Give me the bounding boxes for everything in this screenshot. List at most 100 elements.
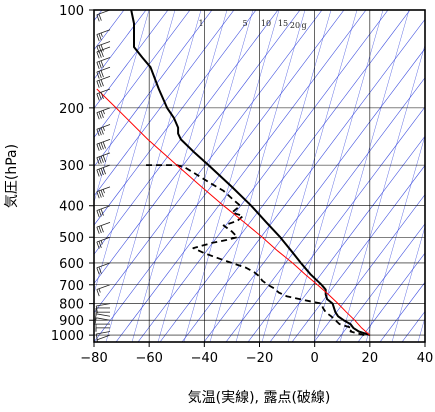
x-tick-label: 40: [417, 351, 434, 366]
background-line: [94, 10, 279, 255]
wind-barb-flag: [100, 79, 104, 87]
wind-barb-flag: [96, 144, 100, 151]
wind-barb-flag: [98, 45, 102, 53]
wind-barb-flag: [98, 80, 102, 88]
background-line: [225, 77, 425, 342]
y-tick-label: 600: [59, 257, 84, 272]
wind-barb-flag: [100, 127, 104, 135]
y-tick-label: 500: [59, 231, 84, 246]
background-line: [94, 10, 176, 294]
y-tick-label: 1000: [51, 329, 84, 344]
x-tick-label: −80: [80, 351, 107, 366]
wind-barb: [95, 303, 111, 313]
mixing-ratio-labels: 1 5 10 15 20 g: [198, 19, 306, 30]
wind-barb-flag: [96, 267, 100, 275]
wind-barb-flag: [98, 226, 102, 234]
wind-barb-flag: [95, 333, 98, 341]
wind-barb: [96, 75, 111, 88]
wind-barb-shaft: [96, 331, 111, 335]
background-line: [137, 10, 389, 342]
background-line: [131, 10, 228, 342]
wind-barb-shaft: [96, 317, 111, 321]
mixing-ratio-label: 1: [198, 19, 203, 28]
wind-barb: [96, 124, 111, 137]
background-line: [235, 10, 332, 342]
background-line: [261, 10, 358, 342]
y-tick-label: 200: [59, 102, 84, 117]
y-tick-label: 300: [59, 159, 84, 174]
wind-barb: [96, 88, 111, 101]
background-line: [115, 10, 367, 342]
wind-barb: [96, 29, 111, 42]
wind-barb: [96, 186, 111, 199]
wind-barb-flag: [98, 13, 102, 21]
temperature-line: [130, 10, 371, 337]
wind-barb-flag: [96, 51, 100, 59]
wind-barb: [96, 205, 111, 218]
x-tick-label: 20: [362, 351, 379, 366]
wind-barb-flag: [102, 110, 105, 115]
wind-barb-flag: [96, 191, 100, 199]
wind-barb-flag: [98, 92, 102, 100]
x-tick-label: −60: [135, 351, 162, 366]
wind-barb: [94, 317, 111, 325]
background-line: [313, 10, 410, 342]
wind-barb-flag: [100, 155, 104, 163]
background-line: [94, 10, 235, 197]
wind-barb-flag: [96, 14, 100, 22]
wind-barb-flag: [102, 126, 105, 131]
wind-barb-flag: [96, 112, 100, 120]
wind-barb-flag: [100, 44, 104, 52]
background-line: [203, 48, 425, 342]
mixing-ratio-label: 10: [261, 19, 271, 28]
wind-barb-flag: [102, 189, 105, 194]
background-line: [269, 135, 425, 342]
wind-barb-flag: [96, 71, 100, 79]
sounding-series: [96, 10, 371, 337]
y-tick-label: 400: [59, 200, 84, 215]
wind-barb-flag: [96, 241, 100, 249]
mixing-ratio-label: 15: [278, 19, 288, 28]
wind-barb-flag: [102, 167, 106, 175]
background-line: [157, 10, 254, 342]
wind-barb-flag: [100, 225, 104, 233]
wind-barb-flag: [98, 33, 102, 41]
wind-barb-flag: [98, 241, 102, 248]
wind-barb-flag: [96, 46, 100, 54]
x-tick-label: −20: [246, 351, 273, 366]
wind-barb-flag: [96, 93, 100, 101]
wind-barb-flag: [98, 169, 102, 176]
background-line: [357, 252, 425, 342]
background-line: [94, 10, 301, 285]
wind-barb: [96, 334, 111, 342]
y-tick-label: 900: [59, 314, 84, 329]
wind-barb: [96, 221, 111, 234]
wind-barb: [96, 138, 111, 151]
wind-barb: [96, 66, 111, 79]
wind-barb-flag: [96, 34, 100, 42]
background-line: [183, 10, 280, 342]
background-line: [287, 10, 384, 342]
background-line: [94, 10, 169, 109]
wind-barb: [96, 284, 111, 297]
background-line: [335, 223, 425, 342]
wind-barb-shaft: [96, 313, 111, 317]
wind-barb: [95, 307, 110, 312]
wind-barb-flag: [96, 289, 100, 297]
x-tick-label: −40: [191, 351, 218, 366]
wind-barb-flag: [96, 81, 100, 88]
axis-ticks: −80 −60 −40 −20 0 20 40 100 200 300 400 500 600 700 80…: [51, 4, 433, 366]
x-axis-title: 気温(実線), 露点(破線): [188, 390, 331, 406]
wind-barb-flag: [100, 190, 104, 197]
background-line: [94, 10, 323, 314]
wind-barb-shaft: [96, 334, 111, 341]
wind-barb: [95, 323, 110, 332]
wind-barb-shaft: [96, 66, 111, 73]
wind-barb: [95, 311, 110, 317]
wind-barb-flag: [100, 32, 103, 37]
wind-barb-flag: [96, 339, 99, 342]
wind-barb-flag: [98, 71, 102, 78]
wind-barb: [96, 164, 111, 177]
wind-barb-flag: [102, 155, 106, 163]
background-line: [94, 10, 257, 226]
